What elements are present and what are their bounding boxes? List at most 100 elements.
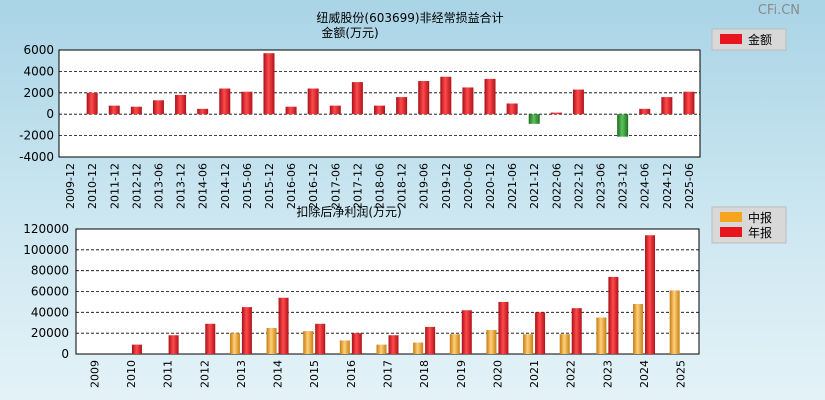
- chart-2-bar-interim: [669, 290, 680, 354]
- chart-2-bar-annual: [608, 276, 619, 354]
- chart-1-x-tick-label: 2015-06: [241, 163, 254, 209]
- legend-label-amount: 金额: [748, 32, 772, 47]
- chart-2-y-tick-label: 60000: [31, 285, 69, 299]
- chart-2-bars: [131, 235, 680, 354]
- chart-1-bar: [617, 114, 629, 137]
- chart-1-bar: [661, 97, 673, 115]
- legend-swatch-annual: [720, 227, 742, 237]
- chart-1-y-ticks: 6000 4000 2000 0 -2000 -4000: [19, 43, 54, 164]
- chart-1-x-tick-label: 2017-06: [329, 163, 342, 209]
- chart-2-bar-annual: [205, 323, 216, 354]
- chart-1-bar: [528, 114, 540, 124]
- chart-1-x-ticks: 2009-12 2010-12 2011-12 2012-12 2013-06 2013-…: [64, 163, 696, 209]
- chart-1-subtitle: 金额(万元): [321, 25, 378, 40]
- chart-2-x-tick-label: 2022: [565, 360, 578, 388]
- chart-1-plot-area: [58, 49, 701, 158]
- chart-2-bar-interim: [339, 340, 350, 354]
- chart-1-bar: [108, 105, 120, 115]
- chart-1-x-tick-label: 2017-12: [351, 163, 364, 209]
- chart-2-x-tick-label: 2016: [345, 360, 358, 388]
- chart-2-bar-interim: [486, 330, 497, 354]
- chart-2-bar-annual: [535, 312, 546, 354]
- chart-1-bar: [506, 103, 518, 115]
- legend-swatch-interim: [720, 212, 742, 222]
- chart-1-bar: [197, 108, 209, 115]
- watermark: CFi.CN: [758, 3, 800, 18]
- chart-1-bar: [130, 106, 142, 115]
- chart-2-bar-interim: [303, 331, 314, 354]
- chart-2-x-tick-label: 2020: [491, 360, 504, 388]
- chart-1-y-tick-label: 0: [46, 107, 54, 121]
- chart-2-bar-annual: [645, 235, 656, 354]
- chart-2-bar-interim: [449, 334, 460, 354]
- chart-1-bar: [462, 87, 474, 115]
- chart-1-bar: [396, 97, 408, 115]
- chart-2-x-tick-label: 2014: [272, 360, 285, 388]
- chart-1-x-tick-label: 2011-12: [108, 163, 121, 209]
- chart-2-y-tick-label: 80000: [31, 264, 69, 278]
- chart-1-bar: [351, 82, 363, 115]
- chart-2-bar-interim: [633, 304, 644, 354]
- chart-2-bar-interim: [229, 333, 240, 354]
- chart-1-bar: [175, 94, 187, 115]
- chart-1-x-tick-label: 2012-12: [130, 163, 143, 209]
- chart-1-x-tick-label: 2020-06: [462, 163, 475, 209]
- chart-1-x-tick-label: 2023-06: [595, 163, 608, 209]
- chart-2-bar-interim: [523, 334, 534, 354]
- chart-1-y-tick-label: -2000: [19, 129, 54, 143]
- chart-1-x-tick-label: 2013-12: [175, 163, 188, 209]
- chart-1-bar: [285, 106, 297, 115]
- chart-1-x-tick-label: 2022-06: [550, 163, 563, 209]
- chart-1-bar: [241, 91, 253, 115]
- chart-2-y-tick-label: 40000: [31, 305, 69, 319]
- chart-1-bar: [683, 91, 695, 115]
- chart-1-x-tick-label: 2009-12: [64, 163, 77, 209]
- chart-1-bar: [152, 100, 164, 115]
- chart-1-y-tick-label: 4000: [23, 64, 54, 78]
- chart-1-x-tick-label: 2021-06: [506, 163, 519, 209]
- chart-1-bar: [550, 112, 562, 115]
- chart-1-bar: [307, 88, 319, 115]
- chart-1-x-tick-label: 2016-12: [307, 163, 320, 209]
- chart-2-bar-annual: [315, 323, 326, 354]
- chart-1-x-tick-label: 2022-12: [572, 163, 585, 209]
- chart-2-bar-annual: [241, 307, 252, 354]
- chart-2-legend: 中报 年报: [711, 206, 787, 244]
- chart-2-bar-annual: [168, 335, 179, 354]
- chart-2-bar-interim: [266, 327, 277, 354]
- chart-2-bar-interim: [559, 334, 570, 354]
- legend-label-annual: 年报: [748, 225, 772, 240]
- chart-2-bar-interim: [596, 317, 607, 354]
- chart-1-bar: [374, 105, 385, 115]
- chart-2-bar-annual: [498, 301, 509, 354]
- chart-2-x-tick-label: 2023: [601, 360, 614, 388]
- chart-2-y-tick-label: 0: [61, 347, 69, 361]
- chart-1-x-tick-label: 2014-06: [197, 163, 210, 209]
- chart-1-x-tick-label: 2023-12: [617, 163, 630, 209]
- chart-1-x-tick-label: 2018-06: [374, 163, 387, 209]
- chart-1-title: 纽威股份(603699)非经常损益合计: [316, 10, 503, 25]
- chart-2-bar-annual: [425, 326, 436, 354]
- chart-2-x-tick-label: 2025: [675, 360, 688, 388]
- chart-1-x-tick-label: 2018-12: [396, 163, 409, 209]
- chart-1-bars: [86, 53, 695, 137]
- chart-1-x-tick-label: 2014-12: [219, 163, 232, 209]
- chart-1-bar: [329, 105, 341, 115]
- chart-2-x-tick-label: 2009: [88, 360, 101, 388]
- chart-1-y-tick-label: 6000: [23, 43, 54, 57]
- chart-1-x-tick-label: 2024-06: [639, 163, 652, 209]
- chart-2-bar-annual: [388, 335, 399, 354]
- chart-1-x-tick-label: 2020-12: [484, 163, 497, 209]
- chart-2-bar-annual: [571, 308, 582, 354]
- legend-swatch-amount: [720, 34, 742, 44]
- chart-2-bar-annual: [461, 310, 472, 354]
- chart-1: 纽威股份(603699)非经常损益合计 金额(万元) 6000 4000 2000 0…: [19, 10, 787, 209]
- chart-1-bar: [418, 81, 430, 115]
- chart-1-bar: [263, 53, 275, 115]
- chart-2-bar-interim: [376, 344, 387, 354]
- chart-2-x-tick-label: 2018: [418, 360, 431, 388]
- chart-1-bar: [86, 92, 98, 115]
- chart-2-bar-annual: [351, 333, 362, 354]
- chart-1-x-tick-label: 2016-06: [285, 163, 298, 209]
